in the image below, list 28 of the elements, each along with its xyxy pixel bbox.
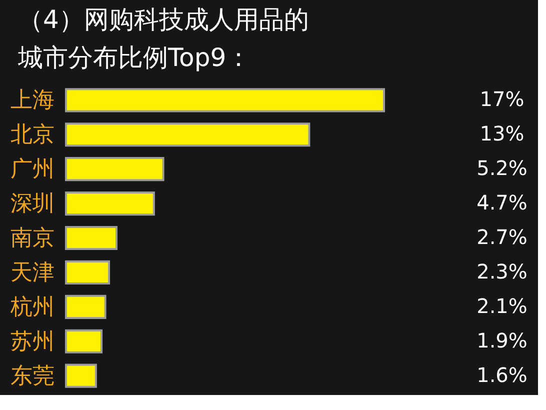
data-label: 2.7% xyxy=(476,225,528,249)
y-tick-label: 杭州 xyxy=(10,294,54,320)
y-tick-label: 深圳 xyxy=(10,192,54,217)
data-label: 2.3% xyxy=(476,259,528,284)
data-label: 13% xyxy=(480,122,524,146)
y-tick-label: 苏州 xyxy=(10,329,54,354)
y-tick-label: 广州 xyxy=(10,157,54,182)
bar xyxy=(65,226,118,250)
y-tick-label: 上海 xyxy=(10,88,54,114)
bar xyxy=(65,122,310,147)
bar xyxy=(65,260,110,284)
y-tick-label: 东莞 xyxy=(10,364,54,389)
chart-title: （4）网购科技成人用品的城市分布比例Top9： xyxy=(17,5,309,72)
bar xyxy=(65,88,385,112)
data-label: 1.9% xyxy=(476,328,528,352)
data-label: 1.6% xyxy=(476,362,528,387)
data-label: 5.2% xyxy=(476,156,528,180)
y-tick-label: 北京 xyxy=(10,122,54,148)
data-label: 2.1% xyxy=(476,294,528,318)
bar xyxy=(65,329,103,354)
bar xyxy=(65,294,106,319)
bar xyxy=(65,192,155,216)
data-label: 4.7% xyxy=(476,190,528,215)
bar xyxy=(65,364,97,388)
data-label: 17% xyxy=(480,87,524,112)
y-tick-label: 天津 xyxy=(10,260,54,286)
y-tick-label: 南京 xyxy=(10,226,54,251)
bar xyxy=(65,157,164,182)
